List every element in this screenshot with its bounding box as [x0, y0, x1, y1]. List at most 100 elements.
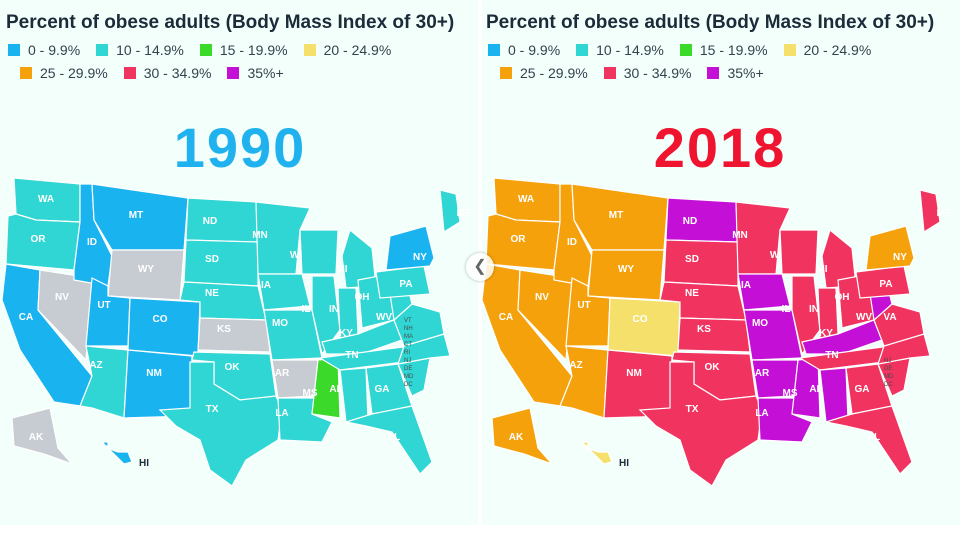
year-label: 2018: [653, 116, 787, 179]
state-label-fl: FL: [868, 432, 880, 443]
state-mn: [735, 201, 791, 275]
state-label-la: LA: [275, 408, 288, 419]
legend-item: 35%+: [707, 65, 764, 81]
state-label-nm: NM: [626, 368, 642, 379]
state-label-ar: AR: [755, 368, 770, 379]
state-label-va: VA: [883, 312, 896, 323]
small-state-label-nj: NJ: [404, 358, 411, 364]
us-map-2018: WA OR CA NV ID MT WY UT CO AZ NM ND SD NE KS OK TX MN IA MO…: [481, 177, 952, 487]
state-label-ca: CA: [19, 312, 33, 323]
legend-swatch: [227, 67, 240, 79]
state-label-ks: KS: [697, 324, 711, 335]
state-label-tn: TN: [345, 350, 358, 361]
us-map-1990: WA OR CA NV ID MT WY UT CO AZ NM ND SD NE KS OK TX MN IA MO…: [1, 177, 472, 487]
map-title: Percent of obese adults (Body Mass Index…: [486, 12, 935, 33]
state-label-ga: GA: [375, 384, 390, 395]
state-ny: [385, 225, 435, 271]
state-label-oh: OH: [835, 292, 850, 303]
state-label-tx: TX: [686, 404, 699, 415]
legend-swatch: [500, 67, 512, 79]
state-label-mt: MT: [129, 210, 143, 221]
state-label-sd: SD: [205, 254, 219, 265]
state-ks: [677, 317, 751, 353]
legend-swatch: [603, 67, 616, 79]
small-state-label-nh: NH: [404, 326, 413, 332]
state-label-nv: NV: [55, 292, 69, 303]
state-label-al: AL: [809, 384, 822, 395]
state-label-ok: OK: [225, 362, 241, 373]
state-fl: [345, 405, 433, 475]
state-label-ak: AK: [29, 432, 44, 443]
state-label-ky: KY: [819, 328, 833, 339]
state-ak: [491, 407, 554, 466]
year-label: 1990: [173, 116, 307, 179]
state-label-la: LA: [755, 408, 768, 419]
legend-swatch: [707, 67, 720, 79]
state-label-ks: KS: [217, 324, 231, 335]
legend-item: 20 - 24.9%: [303, 42, 391, 58]
small-state-label-md: MD: [404, 374, 414, 380]
state-label-ny: NY: [413, 252, 427, 263]
state-ak: [11, 407, 74, 466]
legend-item: 30 - 34.9%: [603, 65, 691, 81]
state-label-ut: UT: [577, 300, 590, 311]
map-panel-2018: Percent of obese adults (Body Mass Index…: [480, 0, 960, 525]
state-nd: [665, 197, 739, 243]
small-state-label-vt: VT: [404, 318, 412, 324]
state-label-hi: HI: [619, 458, 629, 469]
small-state-label-de: DE: [404, 366, 412, 372]
legend-item: 15 - 19.9%: [199, 42, 288, 58]
legend-item: 0 - 9.9%: [8, 42, 80, 58]
state-label-wy: WY: [138, 264, 154, 275]
state-wi: [779, 229, 819, 275]
state-wi: [299, 229, 339, 275]
state-label-sd: SD: [685, 254, 699, 265]
state-label-id: ID: [87, 237, 97, 248]
state-label-mo: MO: [752, 318, 768, 329]
state-label-ok: OK: [705, 362, 721, 373]
legend-item: 35%+: [227, 65, 284, 81]
state-label-ia: IA: [261, 280, 271, 291]
small-state-label-ct: CT: [404, 342, 412, 348]
state-label-ne: NE: [205, 288, 219, 299]
legend-item: 25 - 29.9%: [20, 65, 108, 81]
state-label-mt: MT: [609, 210, 623, 221]
chevron-left-icon: ❮: [473, 258, 487, 275]
state-label-ut: UT: [97, 300, 110, 311]
map-title: Percent of obese adults (Body Mass Index…: [6, 12, 455, 33]
state-label-wi: WI: [770, 250, 782, 261]
previous-button[interactable]: ❮: [466, 253, 494, 281]
state-nm: [123, 349, 193, 419]
state-label-mn: MN: [732, 230, 748, 241]
legend-item: 30 - 34.9%: [123, 65, 211, 81]
state-co: [127, 297, 201, 357]
state-label-tx: TX: [206, 404, 219, 415]
state-nm: [603, 349, 673, 419]
state-label-pa: PA: [879, 279, 892, 290]
state-label-nd: ND: [683, 216, 697, 227]
legend-swatch: [123, 67, 136, 79]
state-label-id: ID: [567, 237, 577, 248]
state-label-or: OR: [511, 234, 527, 245]
legend: 0 - 9.9% 10 - 14.9% 15 - 19.9% 20 - 24.9…: [488, 42, 948, 88]
state-label-me: ME: [457, 208, 472, 219]
state-label-nd: ND: [203, 216, 217, 227]
legend-swatch: [303, 44, 316, 56]
state-sd: [183, 239, 259, 287]
bottom-margin: [0, 525, 960, 540]
state-label-in: IN: [329, 304, 339, 315]
state-fl: [825, 405, 913, 475]
legend-swatch: [96, 44, 109, 56]
state-label-il: IL: [782, 304, 791, 315]
legend-swatch: [488, 44, 500, 56]
legend-swatch: [679, 44, 692, 56]
state-label-ca: CA: [499, 312, 513, 323]
state-label-fl: FL: [388, 432, 400, 443]
state-mn: [255, 201, 311, 275]
legend-swatch: [8, 44, 20, 56]
state-label-or: OR: [31, 234, 47, 245]
legend-item: 15 - 19.9%: [679, 42, 768, 58]
state-co: [607, 297, 681, 357]
legend-swatch: [199, 44, 212, 56]
state-nd: [185, 197, 259, 243]
